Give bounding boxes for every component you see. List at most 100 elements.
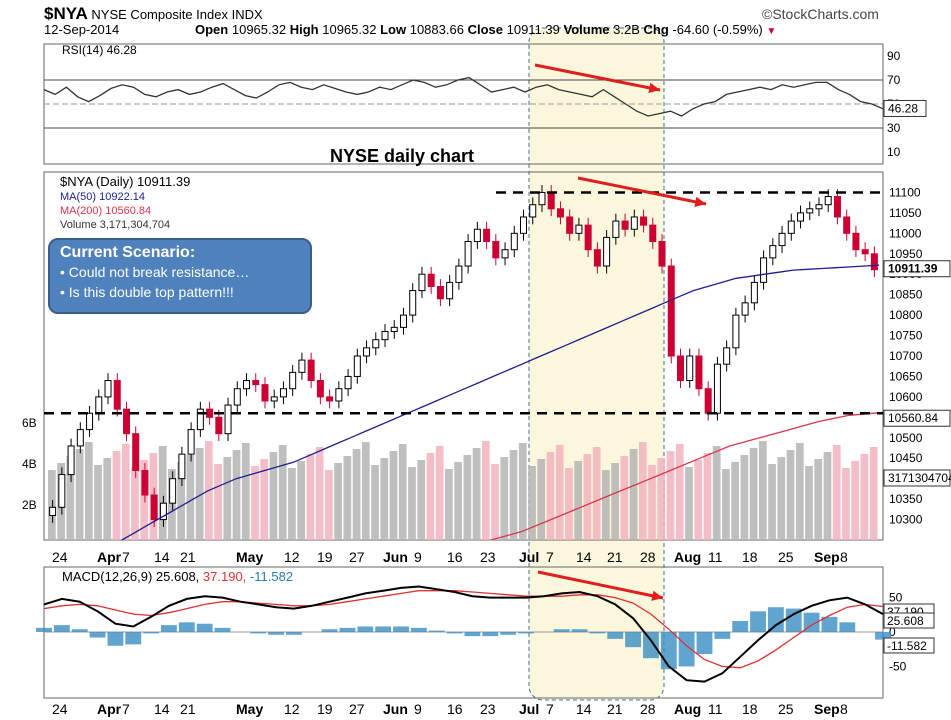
price-x-tick: 14 <box>154 549 170 565</box>
macd-line <box>43 585 884 683</box>
candle-body <box>316 380 324 398</box>
chg-value: -64.60 (-0.59%) <box>672 22 763 37</box>
volume-bar <box>177 462 185 540</box>
candle-body <box>556 208 564 218</box>
price-badge-value: 10560.84 <box>888 411 938 425</box>
macd-badge-value: 25.608 <box>887 614 924 628</box>
volume-bar <box>620 456 629 540</box>
price-legend-item: MA(50) 10922.14 <box>60 191 145 203</box>
volume-bar <box>426 453 435 540</box>
trend-arrow <box>537 570 664 600</box>
volume-bar <box>223 457 232 540</box>
scenario-note-title: Current Scenario: <box>60 244 196 261</box>
volume-bar <box>629 449 638 540</box>
macd-histogram-bar <box>36 627 52 632</box>
candle-body <box>243 380 251 390</box>
price-x-tick: 28 <box>640 549 656 565</box>
macd-histogram-bar <box>410 627 427 632</box>
volume-bar <box>472 448 481 540</box>
down-arrow-icon: ▼ <box>766 26 777 37</box>
candle-body <box>270 396 278 402</box>
volume-bar <box>648 465 656 540</box>
price-x-tick: 25 <box>778 549 794 565</box>
macd-x-tick: 12 <box>284 701 300 717</box>
brand-logo: ©StockCharts.com <box>762 6 879 22</box>
price-x-tick: 9 <box>414 549 422 565</box>
volume-bar <box>851 461 860 540</box>
candle-body <box>58 474 66 508</box>
macd-histogram-bar <box>625 632 642 648</box>
high-label: High <box>289 22 319 37</box>
macd-histogram-bar <box>89 632 106 638</box>
volume-tick-label: 6B <box>22 416 37 430</box>
price-tick-label: 10950 <box>889 247 923 261</box>
trend-arrow <box>534 63 661 92</box>
macd-histogram-bar <box>785 608 802 632</box>
price-x-tick: 14 <box>576 549 592 565</box>
price-x-tick: Jun <box>383 549 408 565</box>
scenario-note: Current Scenario: • Could not break resi… <box>48 238 312 314</box>
candle-body <box>141 469 149 496</box>
volume-bar <box>481 441 490 540</box>
macd-x-tick: 19 <box>317 701 333 717</box>
volume-bar <box>445 469 453 540</box>
candle-body <box>760 257 768 283</box>
volume-bar <box>269 452 278 540</box>
price-tick-label: 10300 <box>889 513 923 527</box>
ma50-line <box>121 264 880 541</box>
macd-x-tick: 8 <box>840 701 848 717</box>
macd-histogram-bar <box>750 611 766 632</box>
macd-histogram-bar <box>714 632 731 639</box>
price-x-tick: 8 <box>840 549 848 565</box>
price-tick-label: 10700 <box>889 349 923 363</box>
volume-bar <box>842 468 850 540</box>
candle-body <box>750 281 758 304</box>
macd-x-tick: 24 <box>52 701 68 717</box>
volume-bar <box>186 455 195 540</box>
volume-bar <box>352 449 361 540</box>
exchange-label: INDX <box>231 7 263 22</box>
volume-bar <box>241 443 250 540</box>
price-tick-label: 10650 <box>889 369 923 383</box>
volume-bar <box>463 455 472 540</box>
macd-histogram-bar <box>339 627 356 632</box>
candle-body <box>686 355 694 382</box>
candle-body <box>695 355 703 390</box>
candle-body <box>95 396 103 414</box>
volume-bar <box>814 459 823 540</box>
candle-body <box>49 506 57 516</box>
macd-histogram-bar <box>196 623 213 632</box>
candle-body <box>741 302 749 316</box>
rsi-line <box>43 76 884 117</box>
candle-body <box>787 220 795 234</box>
volume-bar <box>131 467 139 540</box>
candle-body <box>510 232 518 251</box>
macd-histogram-bar <box>53 625 70 632</box>
macd-histogram-bar <box>643 632 659 659</box>
price-x-tick: 24 <box>52 549 68 565</box>
macd-histogram-bar <box>518 632 534 634</box>
candle-body <box>566 216 574 234</box>
volume-bar <box>408 467 416 540</box>
open-label: Open <box>195 22 229 37</box>
volume-bar <box>565 468 573 540</box>
macd-x-tick: Sep <box>814 701 840 717</box>
candle-body <box>169 478 177 504</box>
candle-body <box>159 502 167 521</box>
macd-histogram-bar <box>571 629 588 632</box>
macd-x-tick: Apr <box>97 701 122 717</box>
macd-x-tick: Aug <box>674 701 701 717</box>
macd-histogram-bar <box>732 620 749 632</box>
macd-x-tick: 21 <box>607 701 623 717</box>
volume-bar <box>288 468 296 540</box>
candle-body <box>538 191 546 206</box>
candle-body <box>603 236 611 267</box>
candle-body <box>713 363 721 414</box>
candle-body <box>769 245 777 259</box>
volume-bar <box>140 460 149 540</box>
candle-body <box>640 216 648 226</box>
ticker-symbol: $NYA <box>44 4 88 23</box>
price-x-tick: 7 <box>122 549 130 565</box>
candle-body <box>815 204 823 210</box>
